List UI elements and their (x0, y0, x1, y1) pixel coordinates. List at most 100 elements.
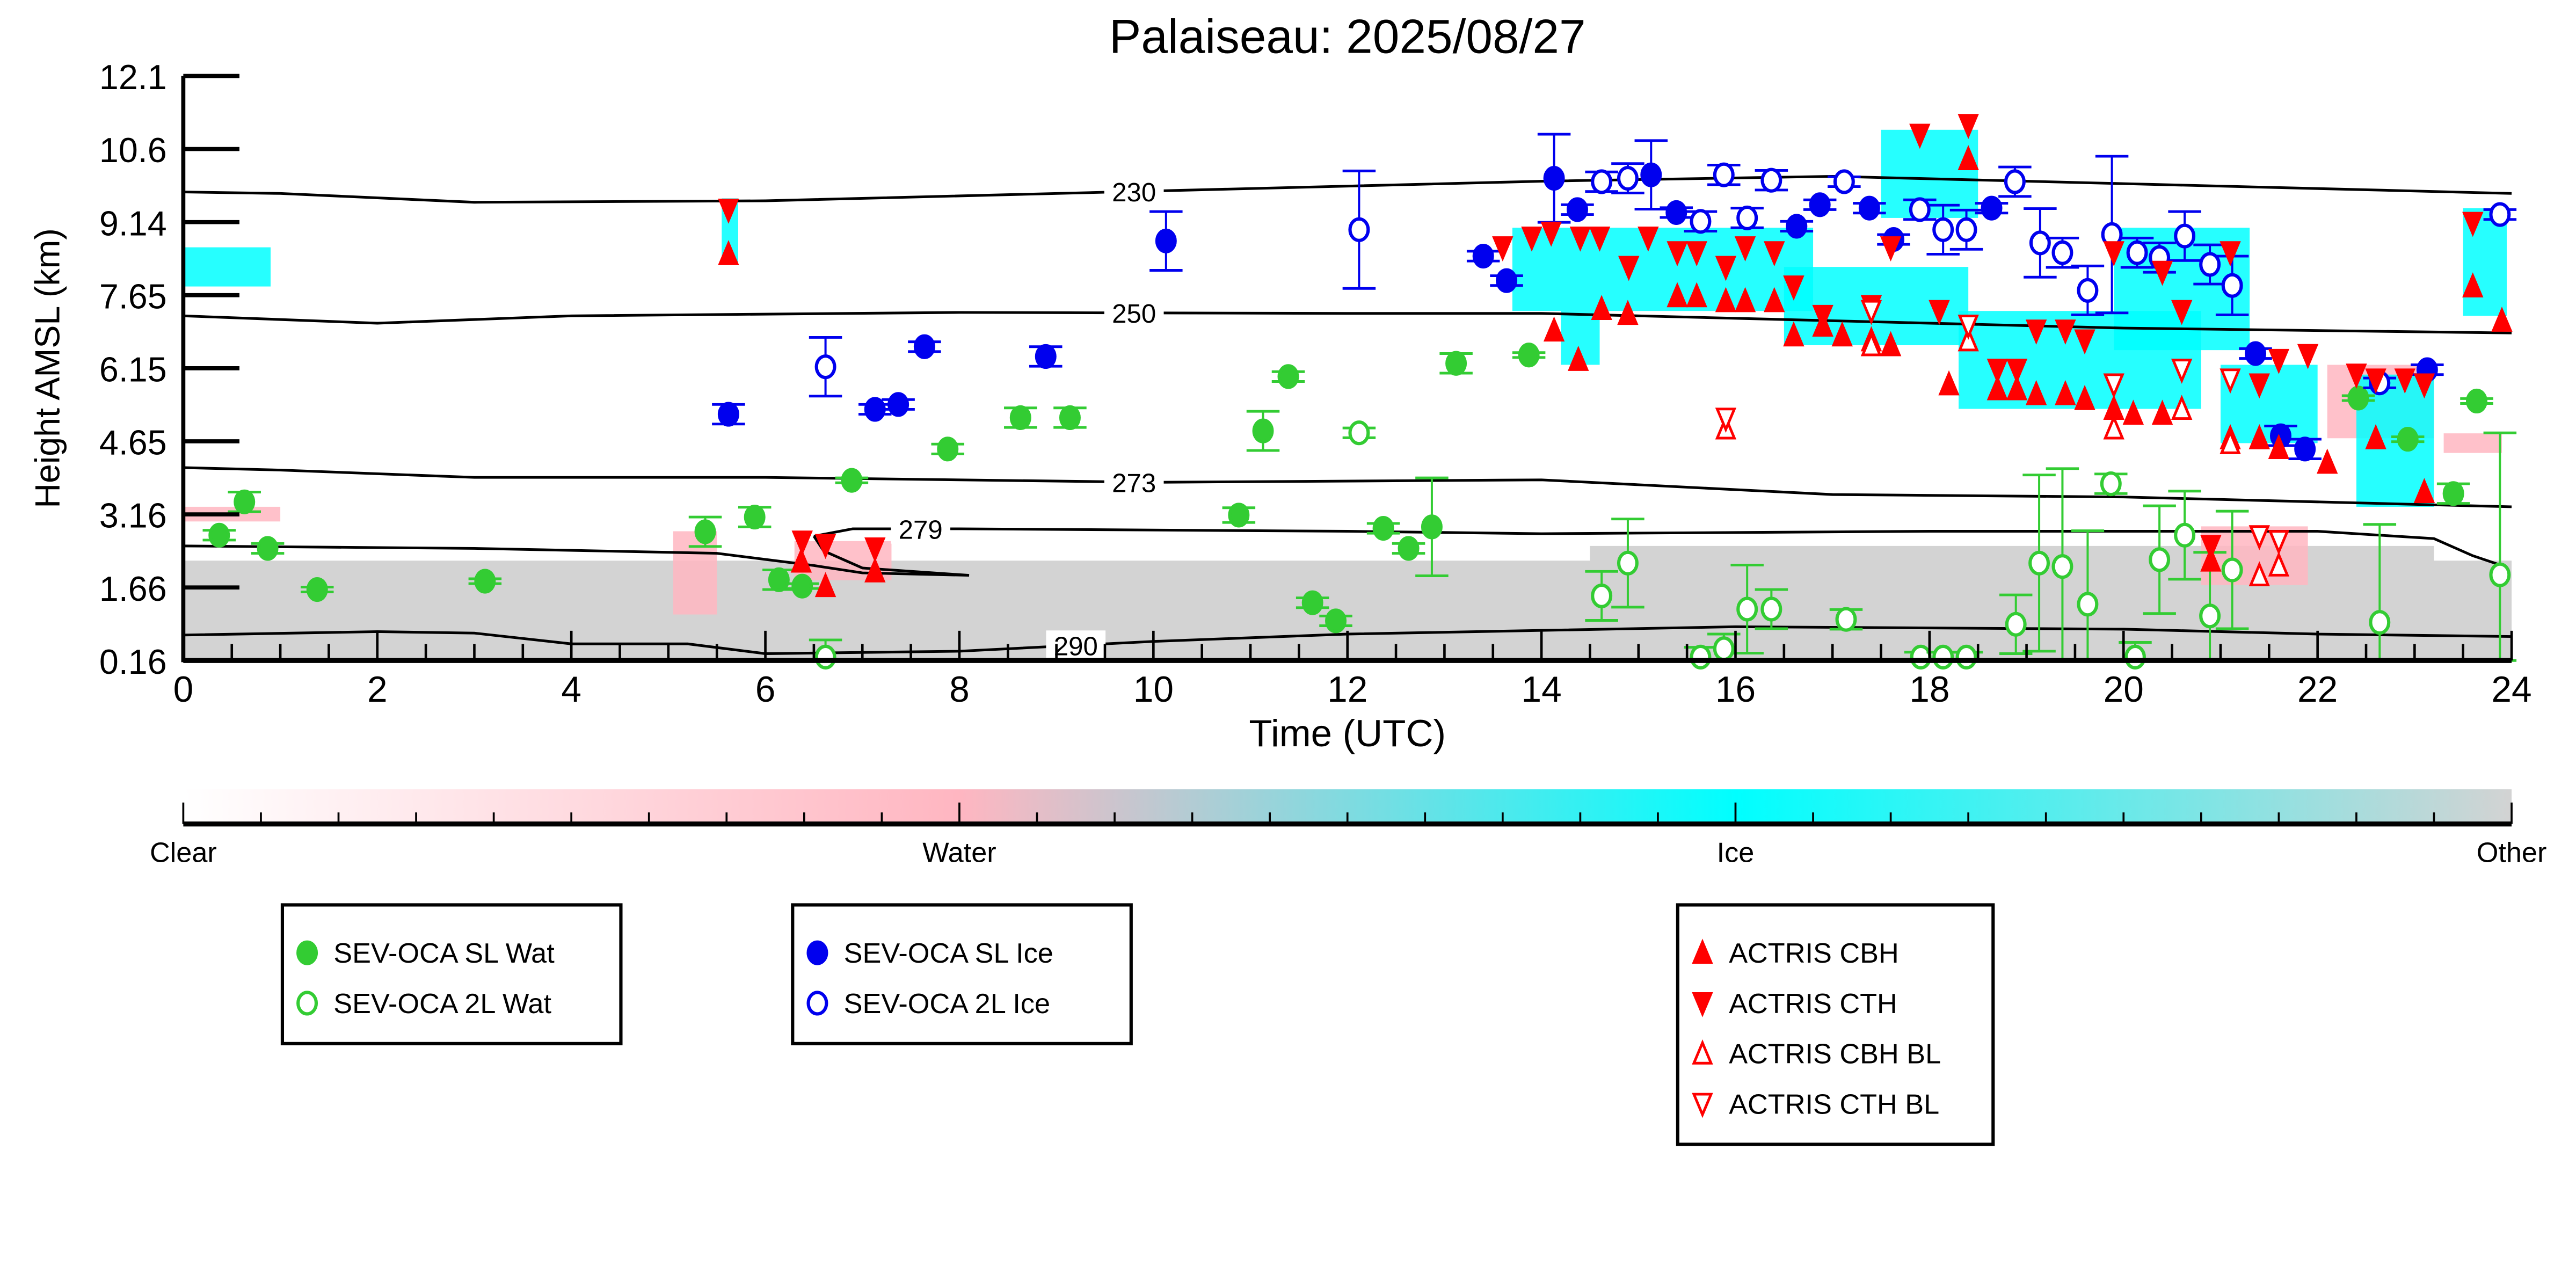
sev-oca-sl-wat-point (1059, 405, 1081, 431)
actris-cth-point (2103, 241, 2124, 267)
sev-oca-2l-ice-point (814, 354, 836, 380)
legend-label: SEV-OCA SL Wat (333, 938, 555, 969)
actris-cth-bl-point (2103, 373, 2124, 399)
legend-box: ACTRIS CBH ACTRIS CTH ACTRIS CBH BL ACTRIS … (1676, 903, 1995, 1146)
x-tick-label: 16 (1715, 670, 1756, 710)
actris-cth-point (1618, 256, 1640, 281)
sev-oca-sl-ice-point (1543, 165, 1565, 191)
sev-oca-sl-wat-point (1372, 515, 1394, 541)
y-tick-label: 0.16 (99, 643, 167, 681)
sev-oca-sl-ice-point (717, 402, 739, 427)
legend-label: SEV-OCA SL Ice (844, 938, 1053, 969)
legend-box: SEV-OCA SL Ice SEV-OCA 2L Ice (791, 903, 1133, 1045)
contour-label-bg (1104, 177, 1164, 207)
legend-box: SEV-OCA SL Wat SEV-OCA 2L Wat (280, 903, 623, 1045)
legend-label: ACTRIS CTH (1729, 988, 1897, 1020)
sev-oca-2l-ice-point (2221, 273, 2243, 298)
actris-cth-point (2462, 212, 2484, 237)
sev-oca-sl-wat-point (791, 573, 813, 599)
sev-oca-2l-ice-point (2174, 223, 2196, 249)
actris-cth-point (2006, 359, 2028, 384)
sev-oca-sl-wat-point (2347, 385, 2369, 411)
sev-oca-sl-wat-point (1228, 503, 1250, 528)
sev-oca-sl-wat-point (1301, 590, 1323, 615)
legend-label: SEV-OCA 2L Wat (333, 988, 551, 1020)
colorbar-label: Other (2477, 837, 2547, 868)
actris-cth-point (1540, 221, 1562, 247)
actris-cth-point (1569, 226, 1591, 252)
sev-oca-sl-wat-point (694, 519, 716, 544)
sev-oca-sl-wat-point (1421, 514, 1443, 540)
actris-cth-point (2248, 373, 2270, 399)
contour-line (183, 311, 2512, 334)
actris-cbh-point (2491, 307, 2513, 332)
actris-cth-bl-point (1860, 300, 1882, 325)
sev-oca-2l-ice-point (1760, 168, 1782, 193)
x-tick-label: 4 (561, 670, 581, 710)
sev-oca-2l-ice-point (1617, 165, 1639, 191)
sev-oca-sl-ice-point (1665, 200, 1687, 225)
actris-cth-point (1492, 236, 1513, 261)
sev-oca-sl-ice-point (1035, 344, 1057, 369)
sev-oca-sl-wat-point (1325, 608, 1347, 634)
sev-oca-2l-ice-point (1591, 169, 1613, 194)
actris-cbh-point (790, 547, 812, 573)
sev-oca-2l-wat-point (1932, 644, 1954, 670)
actris-cbh-point (1591, 295, 1612, 320)
data-markers (202, 114, 2517, 670)
sev-oca-sl-wat-point (234, 489, 256, 514)
sev-oca-2l-wat-point (1348, 420, 1370, 446)
sev-oca-2l-wat-point (2199, 603, 2221, 629)
sev-oca-sl-wat-point (208, 522, 230, 548)
sev-oca-2l-ice-point (1713, 162, 1735, 187)
actris-cth-point (2220, 241, 2241, 267)
sev-oca-2l-wat-point (2221, 557, 2243, 583)
actris-cth-point (1589, 226, 1611, 252)
legend-marker-icon (1692, 1039, 1713, 1065)
legend-label: ACTRIS CBH BL (1729, 1039, 1941, 1070)
actris-cth-point (2346, 363, 2367, 389)
x-tick-label: 10 (1133, 670, 1174, 710)
actris-cbh-point (2025, 380, 2047, 405)
actris-cth-point (2025, 319, 2047, 345)
x-tick-label: 0 (173, 670, 194, 710)
actris-cth-point (1909, 123, 1931, 149)
sev-oca-sl-wat-point (2442, 481, 2464, 506)
actris-cth-point (1764, 241, 1785, 267)
actris-cth-point (718, 198, 739, 224)
legend-marker-icon (806, 991, 828, 1016)
sev-oca-sl-wat-point (1252, 418, 1274, 443)
actris-cth-point (1715, 256, 1737, 281)
actris-cbh-bl-point (2171, 395, 2193, 420)
sev-oca-2l-ice-point (2051, 240, 2073, 265)
actris-cbh-point (2268, 434, 2290, 459)
actris-cth-point (2055, 319, 2076, 345)
sev-oca-sl-wat-point (768, 567, 790, 592)
actris-cbh-point (1543, 316, 1565, 342)
sev-oca-sl-ice-point (1155, 228, 1177, 253)
actris-cth-point (1521, 226, 1542, 252)
actris-cth-point (2297, 344, 2319, 369)
actris-cbh-point (2122, 399, 2144, 425)
actris-cbh-bl-point (2248, 561, 2270, 587)
actris-cbh-point (1880, 331, 1902, 356)
sev-oca-2l-wat-point (2051, 554, 2073, 579)
legend-frame (791, 903, 1133, 1045)
contour-label: 273 (1112, 468, 1156, 498)
y-tick-label: 4.65 (99, 424, 167, 462)
actris-cbh-point (1734, 287, 1756, 312)
actris-cbh-point (2200, 546, 2222, 572)
sev-oca-sl-ice-point (1640, 162, 1662, 187)
sev-oca-sl-wat-point (2397, 427, 2419, 452)
sev-oca-2l-wat-point (2005, 612, 2027, 637)
actris-cth-point (1880, 236, 1902, 261)
actris-cbh-point (2074, 384, 2095, 410)
legends: SEV-OCA SL Wat SEV-OCA 2L Wat SEV-OCA SL I… (280, 903, 1995, 1146)
contour-label-bg (1104, 298, 1164, 328)
actris-cth-point (2074, 329, 2095, 355)
sev-oca-2l-wat-point (1910, 644, 1932, 670)
chart-title: Palaiseau: 2025/08/27 (1109, 9, 1586, 63)
legend-label: ACTRIS CBH (1729, 938, 1899, 969)
contour-label: 279 (899, 515, 943, 544)
